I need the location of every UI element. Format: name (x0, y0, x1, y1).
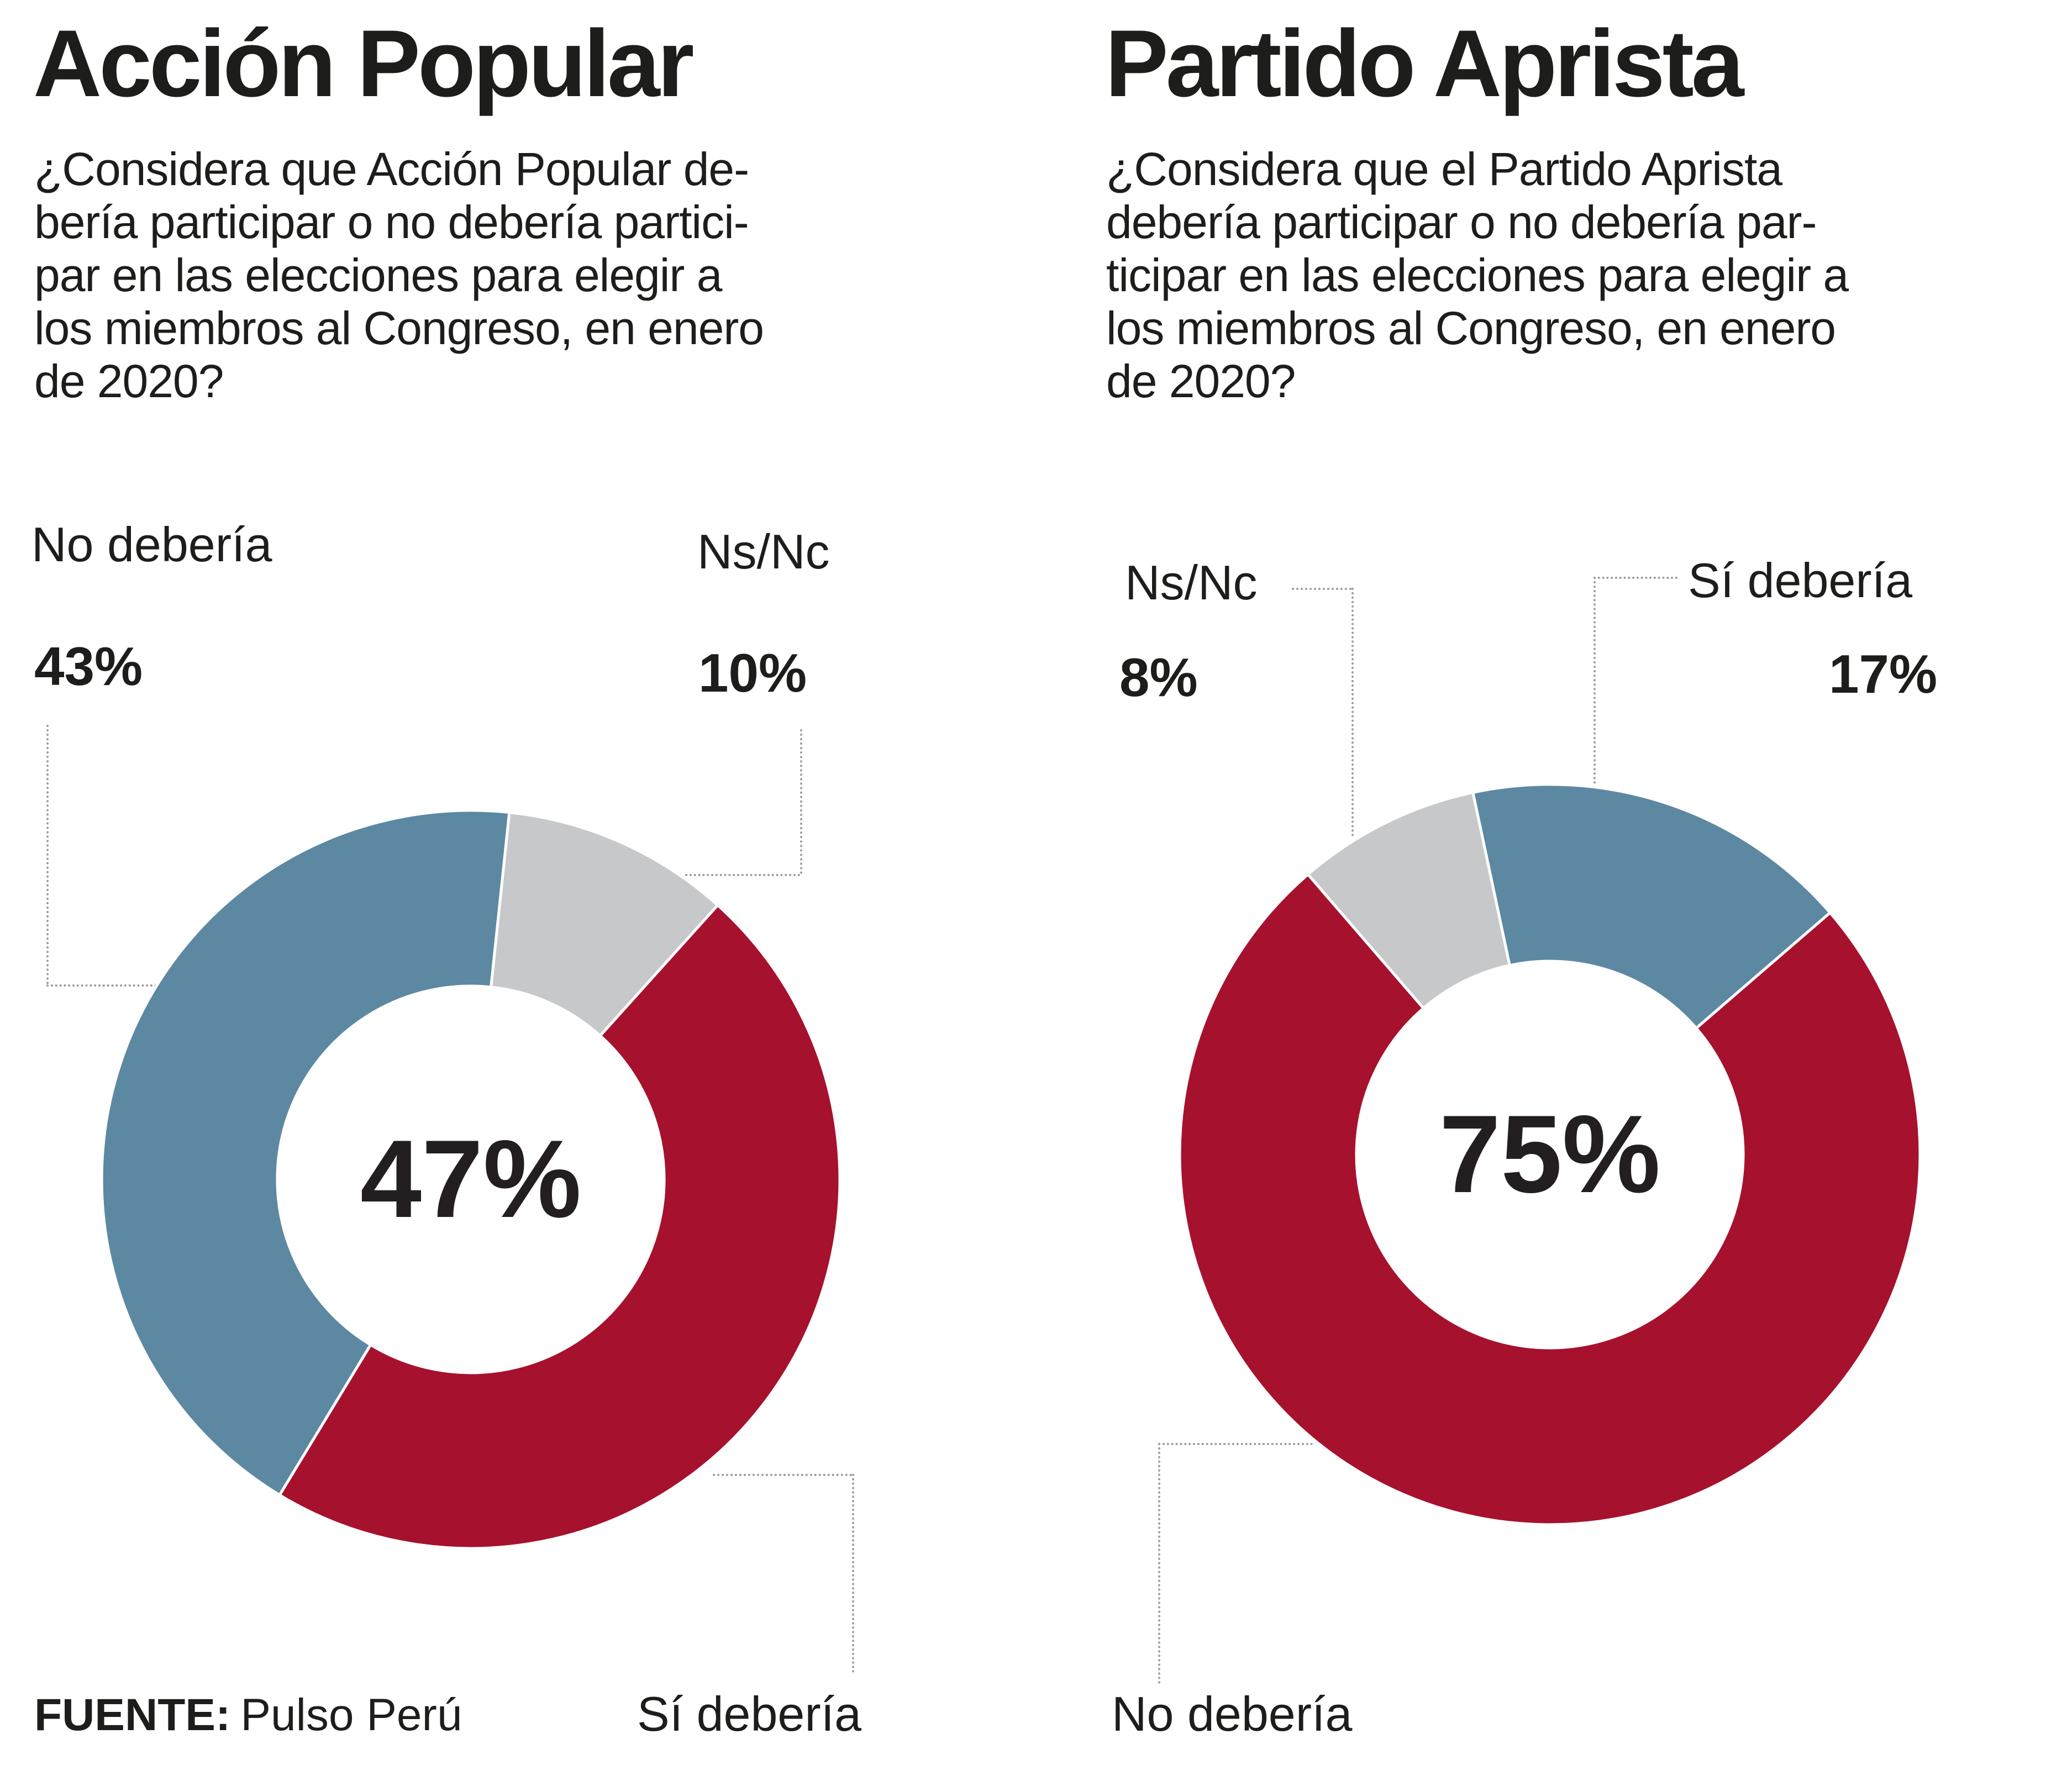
chart-title-accion-popular: Acción Popular (33, 10, 695, 117)
source-label: FUENTE: (34, 1690, 231, 1740)
leader-line-no-deberia-left (46, 725, 49, 984)
label-no-deberia-right: No debería (1112, 1686, 1353, 1741)
value-si-deberia-right: 17% (1829, 644, 1938, 704)
question-line: debería participar o no debería par- (1106, 196, 1817, 248)
chart-title-partido-aprista: Partido Aprista (1105, 10, 1744, 117)
question-line: ticipar en las elecciones para elegir a (1106, 249, 1849, 301)
donut-slice-si-deberia (1471, 783, 1832, 1030)
donut-slice-no-deberia (1178, 872, 1922, 1526)
question-line: de 2020? (1106, 355, 1296, 407)
leader-line-no-deberia-left (46, 984, 157, 987)
label-no-deberia-left: No debería (31, 517, 272, 572)
label-si-deberia-left: Sí debería (637, 1686, 862, 1741)
question-line: los miembros al Congreso, en enero (1106, 302, 1836, 354)
value-ns-nc-right: 8% (1119, 647, 1198, 708)
center-value-accion-popular: 47% (360, 1118, 582, 1241)
leader-line-si-deberia-left (852, 1474, 854, 1673)
question-partido-aprista: ¿Considera que el Partido Aprista deberí… (1106, 143, 1849, 408)
label-ns-nc-left: Ns/Nc (697, 524, 830, 579)
label-si-deberia-right: Sí debería (1688, 553, 1913, 608)
question-accion-popular: ¿Considera que Acción Popular de- bería … (34, 143, 764, 408)
label-ns-nc-right: Ns/Nc (1125, 555, 1258, 610)
question-line: bería participar o no debería partici- (34, 196, 749, 248)
leader-line-ns-nc-right (1351, 588, 1354, 836)
value-no-deberia-left: 43% (34, 636, 143, 697)
question-line: ¿Considera que Acción Popular de- (34, 143, 749, 195)
leader-line-si-deberia-left (713, 1474, 852, 1476)
leader-line-si-deberia-right (1594, 577, 1677, 579)
leader-line-ns-nc-left (800, 729, 802, 874)
question-line: ¿Considera que el Partido Aprista (1106, 143, 1782, 195)
leader-line-si-deberia-right (1594, 577, 1596, 784)
source: FUENTE: Pulso Perú (34, 1689, 462, 1741)
source-value: Pulso Perú (240, 1690, 462, 1740)
donut-slice-no-deberia (100, 809, 511, 1497)
donut-slice-ns-nc (489, 810, 720, 1038)
donut-chart-accion-popular (100, 809, 842, 1550)
leader-line-ns-nc-left (685, 874, 800, 876)
question-line: de 2020? (34, 355, 224, 407)
question-line: par en las elecciones para elegir a (34, 249, 722, 301)
question-line: los miembros al Congreso, en enero (34, 302, 764, 354)
donut-chart-partido-aprista (1178, 783, 1922, 1526)
donut-slice-ns-nc (1306, 790, 1512, 1010)
leader-line-no-deberia-right (1158, 1443, 1313, 1445)
leader-line-ns-nc-right (1292, 588, 1351, 590)
center-value-partido-aprista: 75% (1439, 1093, 1661, 1216)
leader-line-no-deberia-right (1158, 1443, 1160, 1684)
value-ns-nc-left: 10% (698, 642, 807, 703)
donut-slice-si-deberia (277, 903, 842, 1550)
